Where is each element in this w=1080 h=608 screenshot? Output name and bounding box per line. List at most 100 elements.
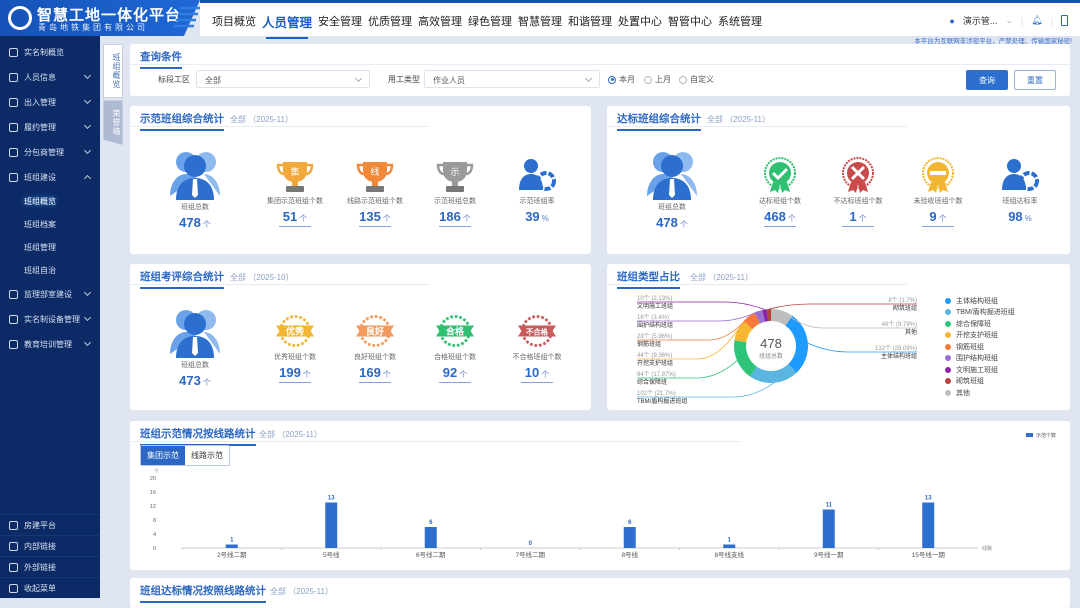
user-menu[interactable]: 演示管... <box>962 16 998 26</box>
nav-item[interactable]: 智慧管理 <box>518 16 563 28</box>
user-area: ● 演示管... ⌄ | 🔔︎ | <box>949 14 1068 27</box>
nav-item[interactable]: 绿色管理 <box>468 16 513 28</box>
bar-value-label: 0 <box>529 541 533 547</box>
demo-by-line-bar-chart: 个 0 4 8 12 16 20 1 2号线二期 13 5号线 6 6号线二期 0 7号线二期 6 8号线 1 8号… <box>150 432 1056 559</box>
sidebar-bottom-item[interactable]: 房建平台 <box>0 514 100 535</box>
nav-item[interactable]: 智管中心 <box>668 16 713 28</box>
section-select[interactable]: 全部 <box>196 70 370 88</box>
legend-label: 砌筑班组 <box>956 378 984 386</box>
bar-value-label: 13 <box>328 496 335 502</box>
legend-dot-icon <box>945 320 951 327</box>
nav-item[interactable]: 和谐管理 <box>568 16 613 28</box>
donut-slice[interactable] <box>750 364 797 383</box>
bar[interactable] <box>723 544 736 549</box>
donut-slice[interactable] <box>734 340 757 377</box>
bar-value-label: 1 <box>230 538 234 544</box>
sidebar-item[interactable]: 实名制设备管理 <box>0 307 100 332</box>
worker-type-select[interactable]: 作业人员 <box>424 70 600 88</box>
bar[interactable] <box>225 544 238 549</box>
nav-item[interactable]: 安全管理 <box>318 16 363 28</box>
sidebar-bottom-item[interactable]: 外部链接 <box>0 556 100 577</box>
legend-item[interactable]: 综合保障班 <box>945 318 1015 330</box>
search-button[interactable]: 查询 <box>966 70 1008 90</box>
stat-value: 199 <box>279 365 301 380</box>
sidebar-subitem[interactable]: 班组自治 <box>24 266 56 275</box>
donut-center-label: 班组总数 <box>759 352 783 360</box>
sidebar-item[interactable]: 分包商管理 <box>0 140 100 165</box>
sidebar-item[interactable]: 监理部室建设 <box>0 282 100 307</box>
legend-item[interactable]: 砌筑班组 <box>945 376 1015 388</box>
bar[interactable] <box>922 502 935 549</box>
bell-icon[interactable]: 🔔︎ <box>1031 15 1043 25</box>
nav-item[interactable]: 项目概览 <box>212 16 256 28</box>
nav-item[interactable]: 高效管理 <box>418 16 463 28</box>
donut-slice[interactable] <box>734 320 753 343</box>
bar[interactable] <box>822 509 835 549</box>
nav-item[interactable]: 优质管理 <box>368 16 413 28</box>
legend-item[interactable]: 主体结构班组 <box>945 295 1015 307</box>
type-ratio-title: 班组类型占比 <box>617 269 680 289</box>
radio-last-month[interactable]: 上月 <box>644 74 671 85</box>
sidebar-item[interactable]: 出入管理 <box>0 90 100 115</box>
phone-icon[interactable] <box>1061 15 1068 26</box>
sidebar-subitem[interactable]: 班组管理 <box>24 243 56 252</box>
legend-item[interactable]: 文明施工班组 <box>945 364 1015 376</box>
donut-slice[interactable] <box>754 310 766 324</box>
stat-item: 集集团示范班组个数 51 个 <box>250 156 340 227</box>
legend-label[interactable]: 示范个数 <box>1036 432 1056 439</box>
legend-item[interactable]: 钢筋班组 <box>945 341 1015 353</box>
label-line <box>637 329 738 360</box>
donut-slice[interactable] <box>771 309 793 326</box>
evaluation-stats-panel: 班组考评综合统计 全部 （2025-10） 班组总数 473 个优秀 优秀班组个数 199 个… <box>130 264 591 410</box>
chevron-down-icon[interactable]: ⌄ <box>1005 15 1013 25</box>
bar[interactable] <box>325 502 338 549</box>
svg-text:集: 集 <box>290 166 299 177</box>
stat-unit: 个 <box>462 214 471 223</box>
fail-badge-icon: 不合格 <box>517 312 557 350</box>
legend-item[interactable]: 其他 <box>945 387 1015 399</box>
type-ratio-panel: 班组类型占比 全部 （2025-11） 478 班组总数 10个 (2.13%) 文明… <box>607 264 1070 410</box>
nav-item[interactable]: 系统管理 <box>718 16 763 28</box>
bar[interactable] <box>623 527 636 548</box>
standard-by-line-title: 班组达标情况按照线路统计 <box>140 583 266 603</box>
nav-item[interactable]: 人员管理 <box>262 12 312 39</box>
bar-value-label: 6 <box>628 520 632 526</box>
donut-slice[interactable] <box>767 309 771 322</box>
radio-custom[interactable]: 自定义 <box>679 74 714 85</box>
sidebar-subitem[interactable]: 班组概览 <box>24 197 56 206</box>
standard-by-line-scope: 全部 （2025-11） <box>270 587 333 596</box>
stat-unit: 个 <box>202 220 211 229</box>
donut-slice[interactable] <box>743 312 761 330</box>
vtab-honor-wall[interactable]: 荣誉墙 <box>103 100 123 145</box>
nav-item[interactable]: 处置中心 <box>618 16 663 28</box>
donut-slice[interactable] <box>785 315 808 373</box>
stat-value: 9 <box>929 209 937 224</box>
radio-this-month[interactable]: 本月 <box>608 74 635 85</box>
tab-group-demo[interactable]: 集团示范 <box>141 446 185 465</box>
sidebar-item[interactable]: 履约管理 <box>0 115 100 140</box>
label-line <box>637 360 738 379</box>
good-badge-icon: 良好 <box>355 312 395 350</box>
bar[interactable] <box>424 527 437 548</box>
check-badge-icon <box>760 156 800 194</box>
legend-item[interactable]: TBM/盾构掘进班组 <box>945 307 1015 319</box>
sidebar-subitem[interactable]: 班组档案 <box>24 220 56 229</box>
legend-item[interactable]: 开挖支护班组 <box>945 330 1015 342</box>
reset-button[interactable]: 重置 <box>1014 70 1056 90</box>
vtab-team-overview[interactable]: 班组概览 <box>103 44 123 98</box>
collapse-icon <box>9 583 18 593</box>
donut-slice[interactable] <box>762 309 769 322</box>
legend-dot-icon <box>945 378 951 385</box>
tab-line-demo[interactable]: 线路示范 <box>191 451 223 460</box>
sidebar-item[interactable]: 班组建设 <box>0 165 100 190</box>
sidebar-item[interactable]: 教育培训管理 <box>0 332 100 357</box>
demo-type-toggle: 集团示范 线路示范 <box>140 445 230 466</box>
sidebar-item-label: 监理部室建设 <box>24 290 72 299</box>
sidebar-bottom-item[interactable]: 收起菜单 <box>0 577 100 598</box>
sidebar-bottom-item[interactable]: 内部链接 <box>0 535 100 556</box>
sidebar-item[interactable]: 人员信息 <box>0 65 100 90</box>
legend-item[interactable]: 围护结构班组 <box>945 353 1015 365</box>
trophy-silver-icon: 示 <box>435 156 475 194</box>
cross-badge-icon <box>838 156 878 194</box>
sidebar-item[interactable]: 实名制概览 <box>0 40 100 65</box>
